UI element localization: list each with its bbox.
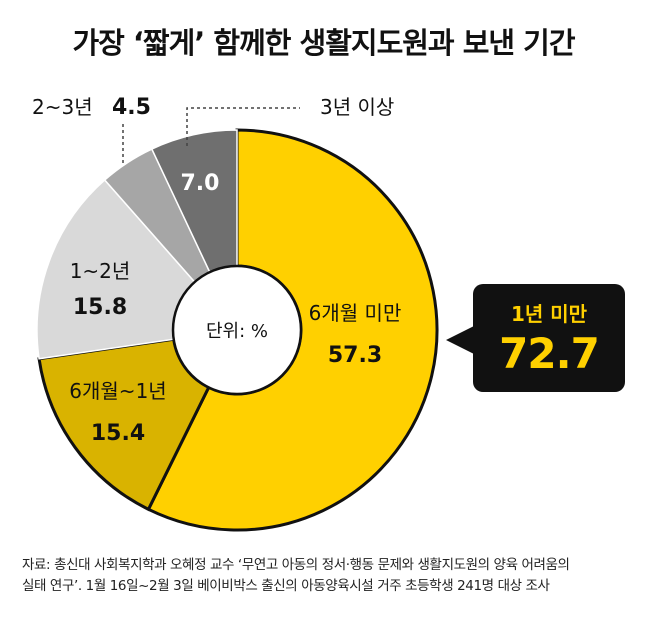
callout-box: 1년 미만 72.7 xyxy=(473,284,625,392)
slice-1-value: 57.3 xyxy=(328,343,382,368)
slice-3-value: 15.8 xyxy=(73,295,127,320)
callout-label: 1년 미만 xyxy=(510,302,588,326)
center-unit-label: 단위: % xyxy=(206,321,268,342)
source-note: 자료: 총신대 사회복지학과 오혜정 교수 ‘무연고 아동의 정서·행동 문제와… xyxy=(22,555,632,597)
leader-line-5 xyxy=(186,107,300,146)
callout-pointer xyxy=(446,326,474,354)
chart-title: 가장 ‘짧게’ 함께한 생활지도원과 보낸 기간 xyxy=(72,26,575,60)
slice-4-label: 2~3년 xyxy=(32,95,93,119)
source-line-2: 실태 연구’. 1월 16일~2월 3일 베이비박스 출신의 아동양육시설 거주… xyxy=(22,578,550,594)
slice-3-label: 1~2년 xyxy=(70,259,131,283)
slice-2-value: 15.4 xyxy=(91,421,145,446)
donut-hole xyxy=(171,264,303,396)
slice-5-value: 7.0 xyxy=(181,171,220,196)
slice-1-label: 6개월 미만 xyxy=(309,301,402,325)
source-line-1: 자료: 총신대 사회복지학과 오혜정 교수 ‘무연고 아동의 정서·행동 문제와… xyxy=(22,557,570,573)
slice-4-value: 4.5 xyxy=(112,95,151,120)
slice-5-label: 3년 이상 xyxy=(320,95,394,119)
callout-value: 72.7 xyxy=(499,329,600,378)
slice-2-label: 6개월~1년 xyxy=(69,379,166,403)
